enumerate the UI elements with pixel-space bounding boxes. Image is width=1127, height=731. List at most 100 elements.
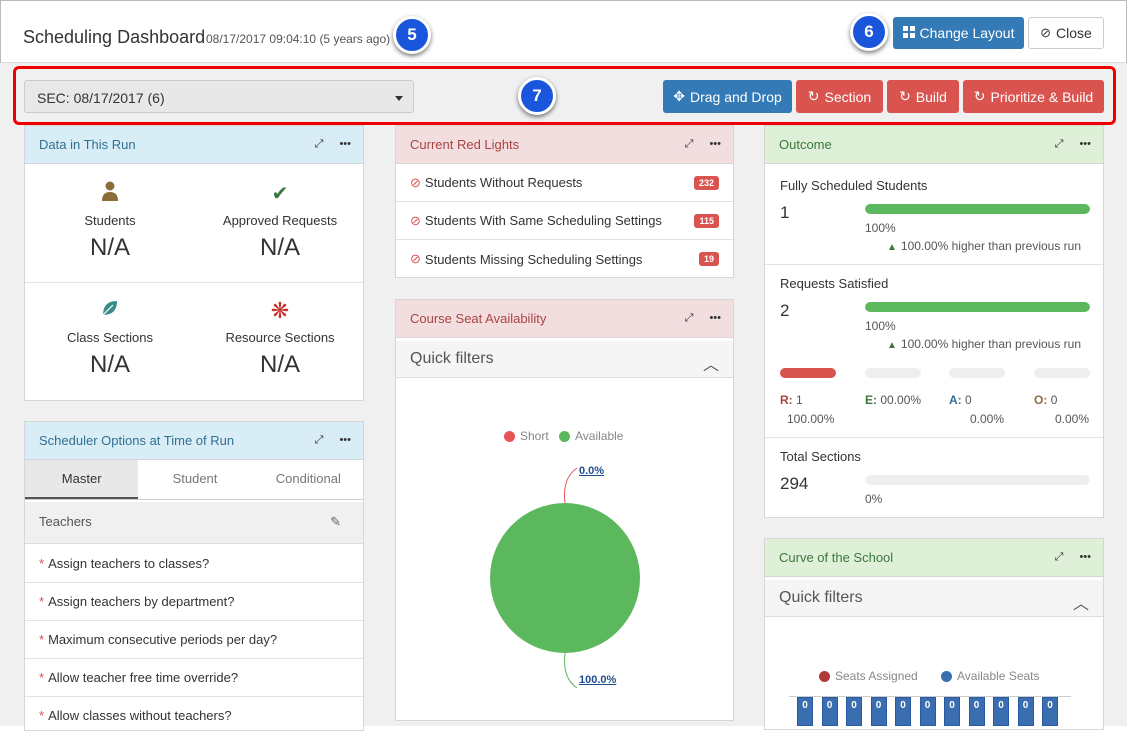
breakdown-bar-e — [865, 368, 921, 378]
run-timestamp: 08/17/2017 09:04:10 (5 years ago) — [206, 32, 391, 46]
tab-master[interactable]: Master — [25, 460, 139, 499]
option-label: Assign teachers by department? — [48, 594, 235, 609]
requests-satisfied-bar — [865, 302, 1090, 312]
breakdown-key: O: — [1034, 393, 1048, 407]
legend-label: Available Seats — [957, 669, 1040, 683]
more-icon[interactable]: ••• — [1079, 138, 1091, 150]
expand-icon[interactable]: ⤢ — [1054, 551, 1064, 563]
chevron-up-icon[interactable]: ︿ — [702, 357, 719, 374]
curve-column[interactable]: 0 — [895, 697, 911, 726]
data-in-run-panel: Data in This Run ⤢ ••• Students N/A ✔ App… — [24, 125, 364, 401]
resource-sections-value: N/A — [259, 351, 300, 378]
red-light-item[interactable]: ⊘ Students Without Requests 232 — [396, 164, 733, 202]
fully-scheduled-value: 1 — [780, 203, 790, 222]
total-sections-pct: 0% — [865, 492, 883, 506]
section-button[interactable]: ↻ Section — [796, 80, 883, 113]
legend-available-seats: Available Seats — [941, 669, 1040, 683]
quick-filters-bar[interactable]: Quick filters ︿ — [396, 341, 733, 378]
curve-column[interactable]: 0 — [821, 697, 838, 726]
seat-pie-chart — [490, 467, 640, 689]
panel-title: Curve of the School — [779, 550, 894, 565]
legend-dot — [819, 670, 830, 682]
drag-drop-label: Drag and Drop — [689, 88, 782, 105]
leaf-icon — [25, 298, 195, 326]
requests-satisfied-label: Requests Satisfied — [780, 276, 889, 291]
resource-sections-label: Resource Sections — [225, 330, 335, 345]
prioritize-build-button[interactable]: ↻ Prioritize & Build — [963, 80, 1104, 113]
curve-column[interactable]: 0 — [968, 697, 985, 726]
expand-icon[interactable]: ⤢ — [1054, 138, 1064, 150]
more-icon[interactable]: ••• — [709, 138, 721, 150]
breakdown-a-pct: 0.00% — [970, 412, 1005, 426]
fully-scheduled-label: Fully Scheduled Students — [780, 178, 928, 193]
required-icon: * — [39, 670, 45, 685]
red-light-item[interactable]: ⊘ Students With Same Scheduling Settings 1… — [396, 202, 733, 240]
required-icon: * — [39, 632, 45, 647]
option-label: Assign teachers to classes? — [48, 556, 210, 571]
expand-icon[interactable]: ⤢ — [684, 138, 694, 150]
breakdown-val: 1 — [796, 393, 803, 407]
curve-column[interactable]: 0 — [797, 697, 813, 726]
legend-label: Short — [520, 429, 549, 443]
count-badge: 19 — [698, 252, 719, 266]
panel-header: Data in This Run ⤢ ••• — [25, 126, 363, 164]
compare-text: 100.00% higher than previous run — [900, 337, 1082, 351]
drag-drop-button[interactable]: ✥ Drag and Drop — [663, 80, 792, 113]
check-icon: ✔ — [271, 183, 289, 205]
fully-scheduled-pct: 100% — [865, 221, 896, 235]
callout-7: 7 — [518, 77, 556, 115]
list-item: * Allow classes without teachers? — [25, 697, 363, 730]
panel-header: Scheduler Options at Time of Run ⤢ ••• — [25, 422, 363, 460]
breakdown-r-pct: 100.00% — [787, 412, 835, 426]
curve-column[interactable]: 0 — [870, 697, 887, 726]
class-sections-label: Class Sections — [67, 330, 153, 345]
tab-conditional[interactable]: Conditional — [275, 471, 341, 486]
curve-column[interactable]: 0 — [1017, 697, 1034, 726]
required-icon: * — [39, 594, 45, 609]
legend-label: Seats Assigned — [835, 669, 918, 683]
list-item: * Maximum consecutive periods per day? — [25, 621, 363, 659]
more-icon[interactable]: ••• — [1079, 551, 1091, 563]
chevron-down-icon — [395, 96, 403, 101]
expand-icon[interactable]: ⤢ — [684, 312, 694, 324]
curve-column[interactable]: 0 — [919, 697, 936, 726]
pencil-icon[interactable]: ✎ — [330, 514, 341, 529]
breakdown-r: R: 1 — [780, 393, 803, 407]
breakdown-bar-r — [780, 368, 836, 378]
short-pct-label[interactable]: 0.0% — [579, 465, 605, 477]
panel-title: Scheduler Options at Time of Run — [39, 433, 235, 448]
students-stat: Students N/A — [25, 181, 195, 262]
change-layout-label: Change Layout — [919, 25, 1015, 41]
red-light-item[interactable]: ⊘ Students Missing Scheduling Settings 19 — [396, 240, 733, 277]
pie-slice-available[interactable] — [490, 503, 640, 653]
run-select[interactable]: SEC: 08/17/2017 (6) — [24, 80, 414, 113]
expand-icon[interactable]: ⤢ — [314, 434, 324, 446]
arrow-up-icon: ▲ — [887, 242, 897, 253]
chevron-up-icon[interactable]: ︿ — [1072, 596, 1089, 613]
quick-filters-bar[interactable]: Quick filters ︿ — [765, 580, 1103, 617]
curve-column[interactable]: 0 — [993, 697, 1009, 726]
tab-student[interactable]: Student — [172, 471, 218, 486]
more-icon[interactable]: ••• — [339, 434, 351, 446]
expand-icon[interactable]: ⤢ — [314, 138, 324, 150]
curve-column[interactable]: 0 — [944, 697, 960, 726]
asterisk-icon: ❋ — [270, 298, 290, 323]
required-icon: * — [39, 556, 45, 571]
run-select-value: SEC: 08/17/2017 (6) — [37, 90, 165, 106]
move-icon: ✥ — [673, 88, 685, 104]
close-button[interactable]: ⊘ Close — [1028, 17, 1104, 49]
callout-5: 5 — [393, 16, 431, 54]
curve-column[interactable]: 0 — [1042, 697, 1058, 726]
requests-satisfied-compare: ▲ 100.00% higher than previous run — [887, 337, 1081, 351]
build-button[interactable]: ↻ Build — [887, 80, 959, 113]
legend-available: Available — [559, 429, 623, 443]
approved-value: N/A — [259, 234, 300, 261]
more-icon[interactable]: ••• — [339, 138, 351, 150]
change-layout-button[interactable]: Change Layout — [893, 17, 1024, 49]
bar-fill — [865, 302, 1090, 312]
more-icon[interactable]: ••• — [709, 312, 721, 324]
curve-column[interactable]: 0 — [846, 697, 862, 726]
available-pct-label[interactable]: 100.0% — [579, 674, 617, 686]
fully-scheduled-compare: ▲ 100.00% higher than previous run — [887, 239, 1081, 253]
refresh-icon: ↻ — [973, 88, 986, 104]
